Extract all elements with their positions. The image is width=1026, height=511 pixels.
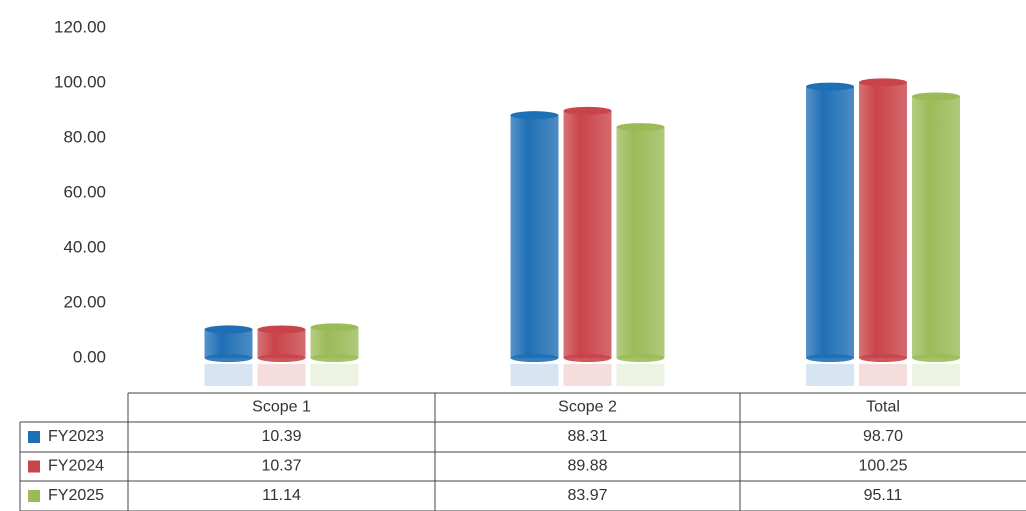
bar — [806, 86, 854, 358]
reflection — [859, 364, 907, 386]
bar-top — [616, 123, 665, 132]
bar — [912, 96, 960, 358]
legend-swatch — [28, 460, 40, 473]
table-value: 10.39 — [261, 428, 301, 445]
bar-base — [257, 354, 306, 362]
y-tick-label: 80.00 — [63, 127, 106, 146]
bar — [510, 115, 559, 359]
reflection — [912, 364, 960, 386]
bar-base — [510, 354, 559, 362]
y-tick-label: 40.00 — [63, 237, 106, 256]
x-tick-label: Scope 1 — [252, 399, 311, 416]
x-tick-label: Scope 2 — [558, 399, 617, 416]
table-value: 89.88 — [567, 458, 607, 475]
y-tick-label: 0.00 — [73, 347, 106, 366]
bar-base — [563, 354, 612, 362]
bar-base — [310, 354, 359, 362]
reflection — [257, 364, 306, 386]
bar-base — [859, 354, 907, 362]
bar — [616, 127, 665, 359]
legend-swatch — [28, 431, 40, 443]
legend-label: FY2023 — [48, 428, 104, 445]
bar — [859, 82, 907, 358]
table-value: 11.14 — [262, 487, 301, 504]
table-value: 100.25 — [859, 458, 908, 475]
bar-top — [204, 325, 253, 334]
bar-top — [912, 92, 960, 101]
bar — [257, 329, 306, 358]
table-value: 83.97 — [567, 487, 607, 504]
reflection — [310, 364, 359, 386]
bar-base — [806, 354, 854, 362]
y-tick-label: 120.00 — [54, 17, 106, 36]
bar-top — [257, 325, 306, 334]
bar-top — [563, 106, 612, 115]
bar-base — [616, 354, 665, 362]
bar — [563, 110, 612, 358]
legend-label: FY2025 — [48, 487, 104, 504]
bar-base — [912, 354, 960, 362]
bar-base — [204, 354, 253, 362]
bar — [310, 327, 359, 358]
table-value: 95.11 — [864, 487, 903, 504]
legend-label: FY2024 — [48, 458, 104, 475]
y-tick-label: 20.00 — [63, 292, 106, 311]
x-tick-label: Total — [866, 399, 900, 416]
reflection — [510, 364, 559, 386]
legend-swatch — [28, 490, 40, 502]
reflection — [563, 364, 612, 386]
bar — [204, 329, 253, 358]
y-tick-label: 100.00 — [54, 72, 106, 91]
reflection — [204, 364, 253, 386]
bar-top — [310, 323, 359, 332]
bar-top — [806, 82, 854, 91]
bar-top — [510, 111, 559, 120]
table-value: 98.70 — [863, 428, 903, 445]
table-value: 10.37 — [261, 458, 301, 475]
y-tick-label: 60.00 — [63, 182, 106, 201]
table-value: 88.31 — [567, 428, 607, 445]
bar-top — [859, 78, 907, 87]
reflection — [806, 364, 854, 386]
reflection — [616, 364, 665, 386]
